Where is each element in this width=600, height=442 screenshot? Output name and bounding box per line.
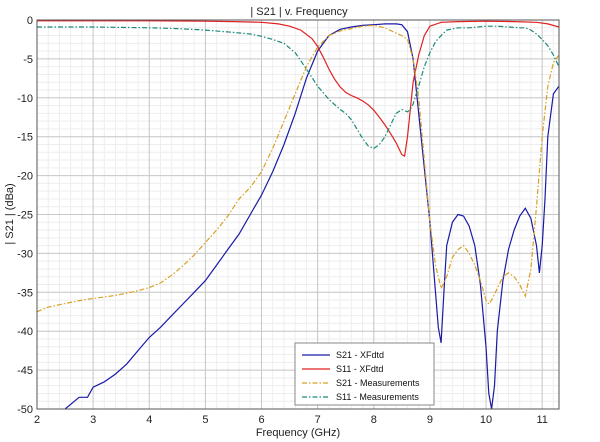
series-line-2 [37,20,559,158]
legend-label-1: S21 - XFdtd [336,350,384,360]
legend-box [294,342,435,406]
legend: S21 - XFdtd S11 - XFdtd S21 - Measurements… [294,342,435,406]
chart-title: | S21 | v. Frequency [250,6,348,18]
x-tick-label: 10 [480,414,492,426]
y-tick-label: -45 [17,365,33,377]
x-tick-label: 5 [202,414,208,426]
x-tick-label: 4 [146,414,152,426]
x-tick-label: 6 [258,414,264,426]
y-axis-label: | S21 | (dBa) [4,183,16,244]
y-tick-label: -50 [17,404,33,416]
x-tick-label: 8 [371,414,377,426]
legend-label-3: S21 - Measurements [336,378,420,388]
series-layer [37,20,559,409]
legend-entries: S21 - XFdtd S11 - XFdtd S21 - Measurements… [302,350,420,402]
y-tick-label: -30 [17,248,33,260]
x-tick-labels: 2 3 4 5 6 7 8 9 10 11 [34,414,548,426]
y-tick-label: -5 [23,54,33,66]
x-tick-label: 2 [34,414,40,426]
x-tick-label: 7 [315,414,321,426]
y-tick-label: -20 [17,171,33,183]
x-tick-label: 3 [90,414,96,426]
series-line-1 [64,23,559,409]
y-tick-labels: 0 -5 -10 -15 -20 -25 -30 -35 -40 -45 -50 [17,15,33,416]
y-tick-label: -35 [17,287,33,299]
series-line-3 [37,24,559,313]
series-line-4 [37,25,559,150]
x-axis-label: Frequency (GHz) [256,427,340,439]
plot-frame [36,19,560,410]
x-tick-label: 9 [427,414,433,426]
y-tick-label: -25 [17,210,33,222]
y-tick-label: -10 [17,93,33,105]
x-tick-label: 11 [536,414,547,426]
legend-label-4: S11 - Measurements [336,392,419,402]
legend-label-2: S11 - XFdtd [336,364,383,374]
y-tick-label: 0 [27,15,33,27]
y-tick-label: -15 [17,132,33,144]
y-tick-label: -40 [17,326,33,338]
